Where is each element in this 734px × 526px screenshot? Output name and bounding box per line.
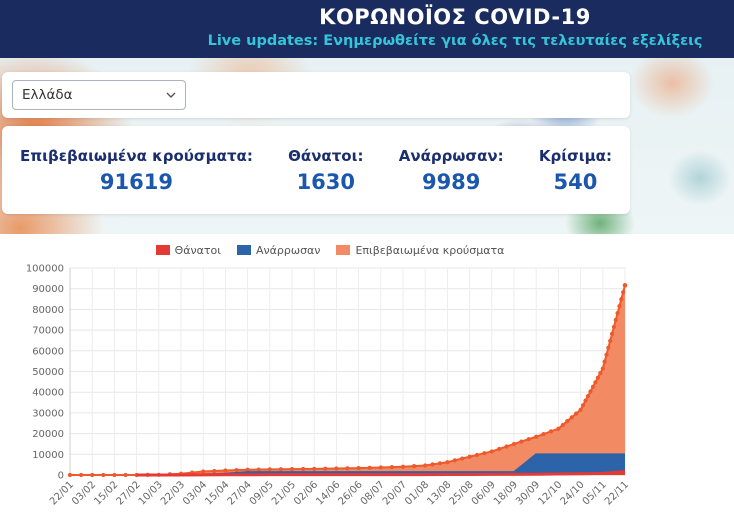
stat-label: Θάνατοι: <box>288 146 364 165</box>
stat-item-0: Επιβεβαιωμένα κρούσματα: 91619 <box>20 147 253 194</box>
svg-text:60000: 60000 <box>32 346 64 357</box>
svg-text:14/06: 14/06 <box>314 479 342 507</box>
svg-text:22/01: 22/01 <box>48 479 76 507</box>
stat-value: 540 <box>553 169 598 194</box>
chart-legend: Θάνατοι Ανάρρωσαν Επιβεβαιωμένα κρούσματα <box>0 242 660 258</box>
country-select-wrap: Ελλάδα <box>12 80 186 110</box>
stat-value: 1630 <box>296 169 356 194</box>
svg-text:12/10: 12/10 <box>536 479 564 507</box>
svg-text:100000: 100000 <box>26 264 64 275</box>
svg-text:27/04: 27/04 <box>226 479 254 507</box>
country-select-card: Ελλάδα <box>2 72 630 118</box>
svg-text:13/08: 13/08 <box>425 479 453 507</box>
live-updates-subtitle: Live updates: Ενημερωθείτε για όλες τις … <box>207 33 703 49</box>
svg-text:15/04: 15/04 <box>203 479 231 507</box>
svg-text:01/08: 01/08 <box>403 479 431 507</box>
legend-swatch <box>236 245 251 255</box>
svg-text:20/07: 20/07 <box>381 479 409 507</box>
svg-text:22/03: 22/03 <box>159 479 187 507</box>
page-title: ΚΟΡΩΝΟΪΟΣ COVID-19 <box>319 5 591 29</box>
svg-text:20000: 20000 <box>32 429 64 440</box>
stat-label: Κρίσιμα: <box>538 146 612 165</box>
stat-value: 9989 <box>421 169 481 194</box>
svg-text:90000: 90000 <box>32 284 64 295</box>
svg-text:22/11: 22/11 <box>603 479 631 507</box>
svg-text:0: 0 <box>58 471 64 482</box>
legend-swatch <box>336 245 351 255</box>
svg-text:21/05: 21/05 <box>270 479 298 507</box>
svg-text:30/09: 30/09 <box>514 479 542 507</box>
svg-text:24/10: 24/10 <box>559 479 587 507</box>
svg-text:09/05: 09/05 <box>248 479 276 507</box>
svg-text:03/02: 03/02 <box>70 479 98 507</box>
legend-swatch <box>155 245 170 255</box>
svg-text:30000: 30000 <box>32 408 64 419</box>
legend-label: Επιβεβαιωμένα κρούσματα <box>355 243 505 257</box>
app-header: ΚΟΡΩΝΟΪΟΣ COVID-19 Live updates: Ενημερω… <box>0 0 734 58</box>
svg-text:26/06: 26/06 <box>337 479 365 507</box>
svg-text:15/02: 15/02 <box>92 479 120 507</box>
stat-item-3: Κρίσιμα: 540 <box>539 147 612 194</box>
svg-text:03/04: 03/04 <box>181 479 209 507</box>
svg-text:08/07: 08/07 <box>359 479 387 507</box>
legend-item[interactable]: Επιβεβαιωμένα κρούσματα <box>336 244 504 257</box>
chart-canvas: 0 10000 20000 30000 40000 50000 60000 70000 8000… <box>26 264 631 508</box>
legend-item[interactable]: Θάνατοι <box>155 243 221 257</box>
country-select[interactable]: Ελλάδα <box>12 80 186 110</box>
svg-text:06/09: 06/09 <box>470 479 498 507</box>
stat-item-2: Ανάρρωσαν: 9989 <box>399 147 504 194</box>
svg-text:10000: 10000 <box>32 450 64 461</box>
chart-section: Θάνατοι Ανάρρωσαν Επιβεβαιωμένα κρούσματα … <box>0 234 660 526</box>
svg-text:02/06: 02/06 <box>292 479 320 507</box>
svg-text:27/02: 27/02 <box>115 479 143 507</box>
svg-text:18/09: 18/09 <box>492 479 520 507</box>
svg-text:50000: 50000 <box>32 367 64 378</box>
stat-value: 91619 <box>99 169 173 194</box>
stat-label: Επιβεβαιωμένα κρούσματα: <box>20 146 253 165</box>
svg-text:70000: 70000 <box>32 326 64 337</box>
stat-label: Ανάρρωσαν: <box>398 146 504 165</box>
svg-text:10/03: 10/03 <box>137 479 165 507</box>
svg-text:40000: 40000 <box>32 388 64 399</box>
legend-item[interactable]: Ανάρρωσαν <box>236 243 321 257</box>
legend-label: Θάνατοι <box>174 243 221 257</box>
svg-text:05/11: 05/11 <box>581 479 609 507</box>
svg-text:80000: 80000 <box>32 305 64 316</box>
svg-text:25/08: 25/08 <box>448 479 476 507</box>
stats-row: Επιβεβαιωμένα κρούσματα: 91619 Θάνατοι: 163… <box>2 126 630 214</box>
legend-label: Ανάρρωσαν <box>255 243 321 257</box>
stat-item-1: Θάνατοι: 1630 <box>288 147 363 194</box>
